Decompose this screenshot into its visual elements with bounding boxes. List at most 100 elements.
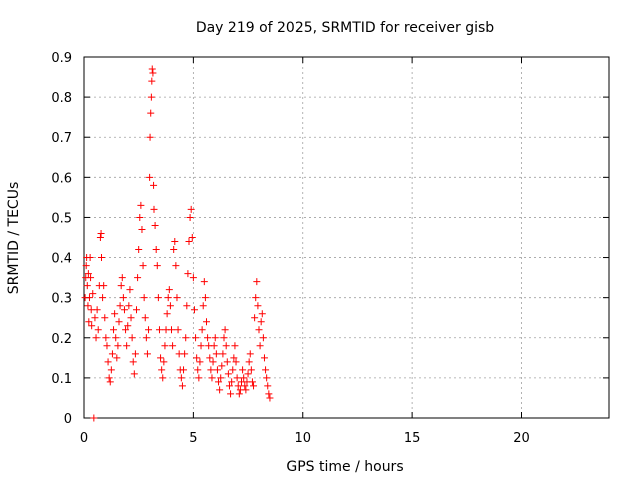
data-point: [216, 386, 224, 394]
x-tick-label: 5: [189, 431, 197, 446]
data-point: [122, 326, 130, 334]
data-point: [129, 358, 137, 366]
data-point: [158, 366, 166, 374]
data-point: [212, 350, 220, 358]
data-point: [230, 354, 238, 362]
data-point: [206, 354, 214, 362]
data-point: [245, 358, 253, 366]
data-point: [235, 390, 243, 398]
data-point: [234, 382, 242, 390]
data-point: [251, 314, 259, 322]
data-point: [101, 314, 109, 322]
data-point: [168, 326, 175, 334]
data-point: [99, 294, 107, 302]
y-tick-label: 0.7: [51, 131, 72, 146]
data-point: [201, 294, 209, 302]
data-point: [85, 294, 93, 302]
data-point: [114, 342, 122, 350]
data-point: [104, 358, 112, 366]
data-point: [190, 306, 198, 314]
data-point: [233, 374, 241, 382]
data-point: [146, 173, 154, 181]
data-point: [135, 246, 143, 254]
data-point: [217, 374, 225, 382]
data-point: [187, 205, 195, 213]
data-point: [169, 342, 177, 350]
data-point: [134, 274, 142, 282]
data-point: [110, 326, 118, 334]
x-tick-label: 15: [404, 431, 421, 446]
data-point: [139, 262, 147, 270]
data-point: [94, 326, 102, 334]
data-point: [150, 205, 158, 213]
data-point: [89, 290, 97, 298]
data-point: [252, 294, 260, 302]
data-point: [105, 374, 113, 382]
data-point: [213, 366, 221, 374]
data-point: [98, 254, 105, 262]
data-point: [145, 326, 153, 334]
data-point: [91, 314, 99, 322]
data-point: [208, 374, 216, 382]
data-point: [103, 342, 111, 350]
axis-ticks: [83, 56, 609, 419]
data-point: [242, 386, 250, 394]
data-point: [115, 318, 123, 326]
data-point: [193, 354, 201, 362]
data-point: [254, 302, 262, 310]
data-point: [147, 109, 155, 117]
data-point: [260, 354, 268, 362]
data-point: [183, 302, 191, 310]
data-point: [204, 334, 212, 342]
data-point: [87, 274, 95, 282]
data-point: [97, 229, 105, 237]
data-point: [203, 318, 210, 326]
data-point: [108, 350, 116, 358]
y-tick-label: 0: [64, 412, 72, 427]
data-point: [88, 322, 96, 330]
data-point: [106, 378, 114, 386]
data-point: [86, 254, 94, 262]
data-point: [124, 322, 132, 330]
data-point: [266, 394, 274, 402]
data-point: [232, 358, 240, 366]
data-point: [197, 342, 205, 350]
data-point: [184, 270, 192, 278]
y-tick-label: 0.8: [51, 91, 72, 106]
data-point: [218, 362, 226, 370]
data-point: [177, 374, 185, 382]
data-point: [150, 181, 158, 189]
data-point: [133, 306, 140, 314]
y-tick-label: 0.6: [51, 171, 72, 186]
data-point: [166, 302, 174, 310]
data-point: [102, 334, 110, 342]
data-point: [247, 366, 255, 374]
data-point: [138, 225, 146, 233]
data-point: [137, 201, 145, 209]
data-point: [170, 246, 178, 254]
data-point: [239, 366, 247, 374]
x-tick-label: 0: [80, 431, 88, 446]
data-point: [200, 278, 208, 286]
data-point: [126, 286, 134, 294]
data-point: [100, 282, 108, 290]
data-point: [231, 342, 239, 350]
data-point: [185, 238, 193, 246]
data-point: [207, 366, 215, 374]
data-point: [148, 77, 156, 85]
data-point: [257, 318, 265, 326]
data-point: [182, 334, 190, 342]
data-point: [263, 374, 271, 382]
data-point: [83, 282, 91, 290]
data-point: [147, 93, 155, 101]
data-point: [163, 310, 171, 318]
data-point: [128, 334, 136, 342]
data-point: [157, 354, 165, 362]
chart-title: Day 219 of 2025, SRMTID for receiver gis…: [196, 20, 494, 36]
data-point: [227, 390, 235, 398]
data-point: [219, 350, 227, 358]
y-tick-label: 0.4: [51, 252, 72, 267]
data-point: [174, 326, 182, 334]
data-point: [265, 390, 273, 398]
data-point: [87, 306, 95, 314]
